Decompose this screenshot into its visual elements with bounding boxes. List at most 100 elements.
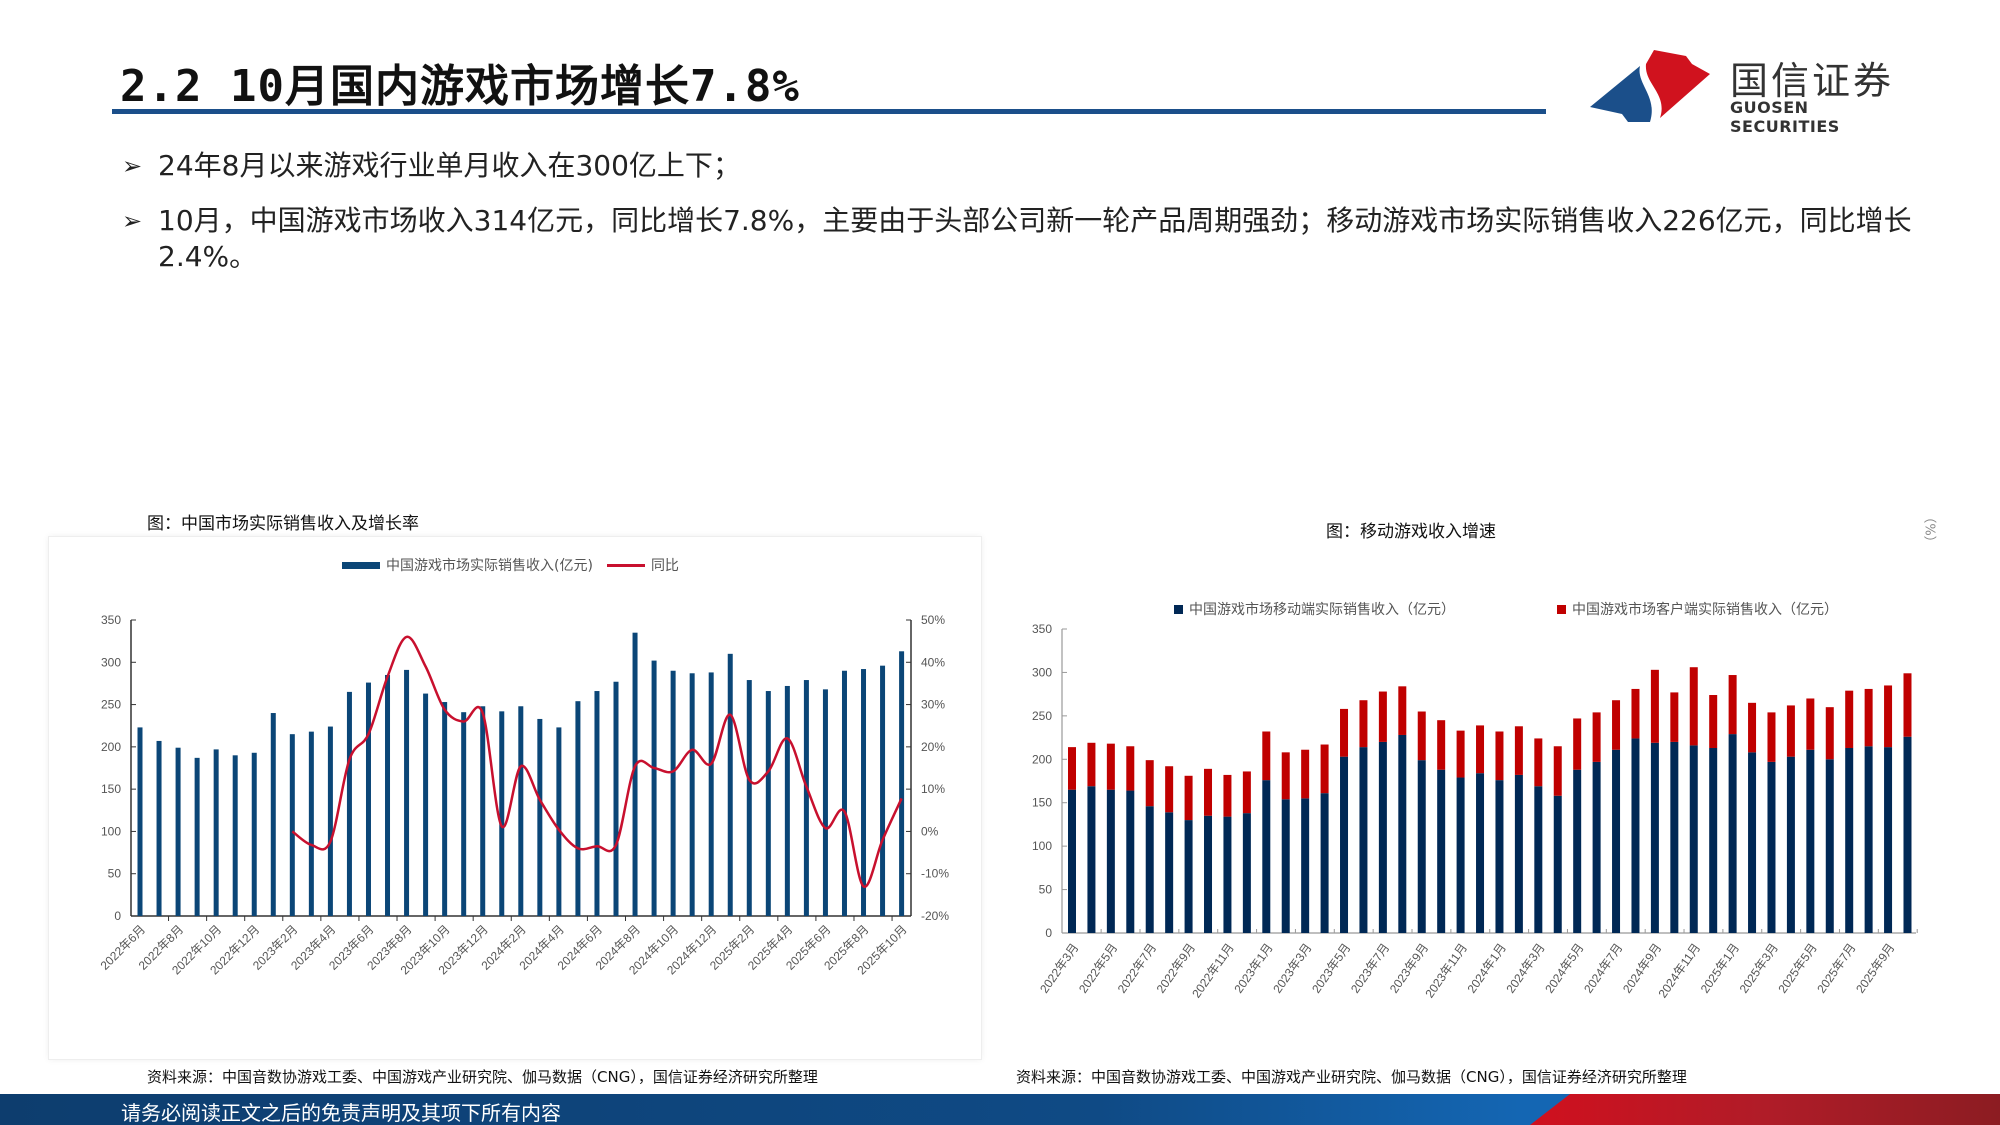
- bar-client: [1378, 691, 1387, 742]
- chart-title-left: 图：中国市场实际销售收入及增长率: [147, 514, 419, 534]
- bullet-text: 10月，中国游戏市场收入314亿元，同比增长7.8%，主要由于头部公司新一轮产品…: [158, 204, 1912, 273]
- footer-disclaimer: 请务必阅读正文之后的免责声明及其项下所有内容: [121, 1101, 561, 1125]
- bar-mobile: [1728, 734, 1737, 933]
- y-tick-label: 350: [1032, 622, 1052, 636]
- bar-client: [1689, 667, 1698, 746]
- bar-mobile: [1786, 756, 1795, 933]
- guosen-logo: 国信证券 GUOSEN SECURITIES: [1588, 44, 1908, 136]
- bar: [308, 731, 314, 916]
- bar: [594, 691, 600, 916]
- bar-client: [1864, 688, 1873, 747]
- y-tick-label: 150: [1032, 796, 1052, 810]
- bar-client: [1650, 669, 1659, 743]
- bar-client: [1476, 725, 1485, 774]
- bar-mobile: [1670, 741, 1679, 933]
- source-note-right: 资料来源：中国音数协游戏工委、中国游戏产业研究院、伽马数据（CNG），国信证券经…: [1016, 1068, 1687, 1086]
- bar: [861, 669, 867, 916]
- y-tick-label-right: -10%: [921, 867, 949, 881]
- bar-mobile: [1320, 793, 1329, 933]
- y-tick-label-left: 350: [101, 613, 121, 627]
- bar-mobile: [1903, 736, 1912, 933]
- bar: [765, 691, 771, 916]
- logo-cn-text: 国信证券: [1730, 59, 1895, 103]
- bar-client: [1903, 673, 1912, 737]
- bar: [404, 669, 410, 916]
- bar-mobile: [1145, 806, 1154, 933]
- bar-client: [1845, 690, 1854, 748]
- bar: [156, 740, 162, 916]
- arrow-bullet-icon: ➢: [122, 152, 143, 180]
- bar: [575, 701, 581, 916]
- y-tick-label: 250: [1032, 709, 1052, 723]
- bar-mobile: [1592, 761, 1601, 933]
- chart-right: 0501001502002503003502022年3月2022年5月2022年…: [1032, 622, 1918, 1000]
- legend-swatch-mobile: [1174, 604, 1183, 614]
- bar-mobile: [1514, 774, 1523, 933]
- footer-bar: 请务必阅读正文之后的免责声明及其项下所有内容: [0, 1094, 2000, 1125]
- legend-label: 同比: [650, 558, 679, 574]
- footer-red-accent: [1530, 1094, 2000, 1125]
- bar-client: [1631, 688, 1640, 739]
- y-tick-label-right: -20%: [921, 909, 949, 923]
- bar-client: [1417, 711, 1426, 761]
- legend-swatch-bar: [342, 561, 380, 569]
- title-underline: [112, 109, 1546, 114]
- legend-right: 中国游戏市场移动端实际销售收入（亿元）: [1174, 599, 1455, 619]
- x-tick-label: 2023年1月: [1231, 941, 1275, 996]
- yoy-line: [291, 635, 903, 888]
- bar-client: [1612, 700, 1621, 750]
- logo-en-text: GUOSEN SECURITIES: [1730, 98, 1840, 136]
- x-tick-label: 2022年7月: [1115, 941, 1159, 996]
- bar-client: [1748, 702, 1757, 753]
- bar-mobile: [1806, 749, 1815, 933]
- bar-mobile: [1087, 786, 1096, 933]
- bar: [880, 665, 886, 916]
- bar: [251, 752, 257, 916]
- bar-mobile: [1476, 773, 1485, 933]
- bar-mobile: [1573, 769, 1582, 933]
- bar: [175, 747, 181, 916]
- bar-client: [1728, 675, 1737, 735]
- bar-mobile: [1417, 760, 1426, 933]
- bar-client: [1573, 718, 1582, 770]
- legend-left: 中国游戏市场实际销售收入(亿元) 同比: [342, 555, 679, 575]
- bar-client: [1825, 707, 1834, 760]
- bar-client: [1262, 731, 1271, 781]
- bar: [803, 680, 809, 916]
- y-tick-label: 300: [1032, 665, 1052, 679]
- bullet-text: 24年8月以来游戏行业单月收入在300亿上下；: [158, 149, 741, 182]
- bar-mobile: [1825, 759, 1834, 933]
- bar-mobile: [1553, 795, 1562, 933]
- x-tick-label: 2023年7月: [1348, 941, 1392, 996]
- bar-client: [1806, 698, 1815, 750]
- source-note-left: 资料来源：中国音数协游戏工委、中国游戏产业研究院、伽马数据（CNG），国信证券经…: [147, 1068, 818, 1086]
- bullet-item: ➢ 10月，中国游戏市场收入314亿元，同比增长7.8%，主要由于头部公司新一轮…: [122, 203, 1918, 275]
- chart-title-right: 图：移动游戏收入增速: [1326, 522, 1496, 542]
- y-tick-label-left: 200: [101, 740, 121, 754]
- bar: [327, 726, 333, 916]
- x-tick-label: 2024年3月: [1503, 941, 1547, 996]
- bar-client: [1145, 760, 1154, 807]
- bar-mobile: [1301, 798, 1310, 933]
- bar: [708, 672, 714, 916]
- bar-mobile: [1204, 815, 1213, 933]
- x-tick-label: 2023年3月: [1270, 941, 1314, 996]
- bar-mobile: [1767, 761, 1776, 933]
- bar-mobile: [1359, 747, 1368, 933]
- x-tick-label: 2022年3月: [1037, 941, 1081, 996]
- bar-client: [1709, 695, 1718, 748]
- bar: [365, 682, 371, 916]
- bar: [651, 660, 657, 916]
- bar-mobile: [1340, 756, 1349, 933]
- y-tick-label-right: 40%: [921, 655, 945, 669]
- bar: [784, 685, 790, 916]
- bar-mobile: [1262, 780, 1271, 933]
- bar-client: [1398, 686, 1407, 735]
- bullet-item: ➢ 24年8月以来游戏行业单月收入在300亿上下；: [122, 148, 1918, 184]
- bar-client: [1456, 730, 1465, 778]
- bar-client: [1281, 752, 1290, 800]
- bar: [841, 670, 847, 916]
- bar-client: [1592, 712, 1601, 762]
- bar: [289, 734, 295, 916]
- bar-mobile: [1223, 816, 1232, 933]
